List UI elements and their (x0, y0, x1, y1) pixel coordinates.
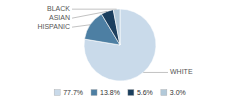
leader-line (143, 72, 168, 73)
legend-entry: 77.7% (54, 89, 83, 96)
legend-swatch (54, 90, 60, 96)
legend-swatch (91, 90, 97, 96)
pie-slice (101, 10, 120, 45)
leader-line (72, 25, 90, 27)
annotation: HISPANIC (37, 23, 70, 30)
legend-entry: 5.6% (128, 89, 153, 96)
legend-label: 3.0% (170, 89, 186, 96)
legend-label: 77.7% (63, 89, 83, 96)
legend-swatch (161, 90, 167, 96)
legend: 77.7% 13.8% 5.6% 3.0% (54, 89, 186, 96)
annotation: WHITE (170, 68, 193, 75)
legend-entry: 13.8% (91, 89, 120, 96)
annotation: ASIAN (49, 14, 70, 21)
pie-slice (84, 9, 156, 81)
pie-slice (113, 9, 120, 45)
leader-line (72, 9, 117, 10)
annotation: BLACK (47, 5, 70, 12)
leader-line (72, 11, 107, 18)
legend-entry: 3.0% (161, 89, 186, 96)
legend-swatch (128, 90, 134, 96)
legend-label: 13.8% (100, 89, 120, 96)
pie (84, 9, 156, 81)
chart: BLACK ASIAN HISPANIC WHITE 77.7% 13.8% 5.6% 3.0… (0, 0, 240, 100)
legend-label: 5.6% (137, 89, 153, 96)
annotations: BLACK ASIAN HISPANIC WHITE (37, 5, 192, 75)
